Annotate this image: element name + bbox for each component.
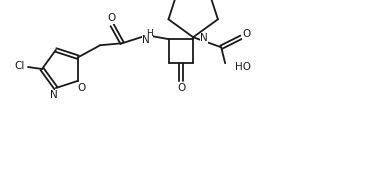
Text: Cl: Cl [15,61,25,71]
Text: O: O [77,83,85,93]
Text: H: H [146,29,153,38]
Text: HO: HO [235,62,251,72]
Text: O: O [107,13,115,23]
Text: N: N [50,90,58,100]
Text: N: N [142,35,150,45]
Text: O: O [242,29,250,39]
Text: N: N [200,33,208,43]
Text: O: O [177,83,185,93]
